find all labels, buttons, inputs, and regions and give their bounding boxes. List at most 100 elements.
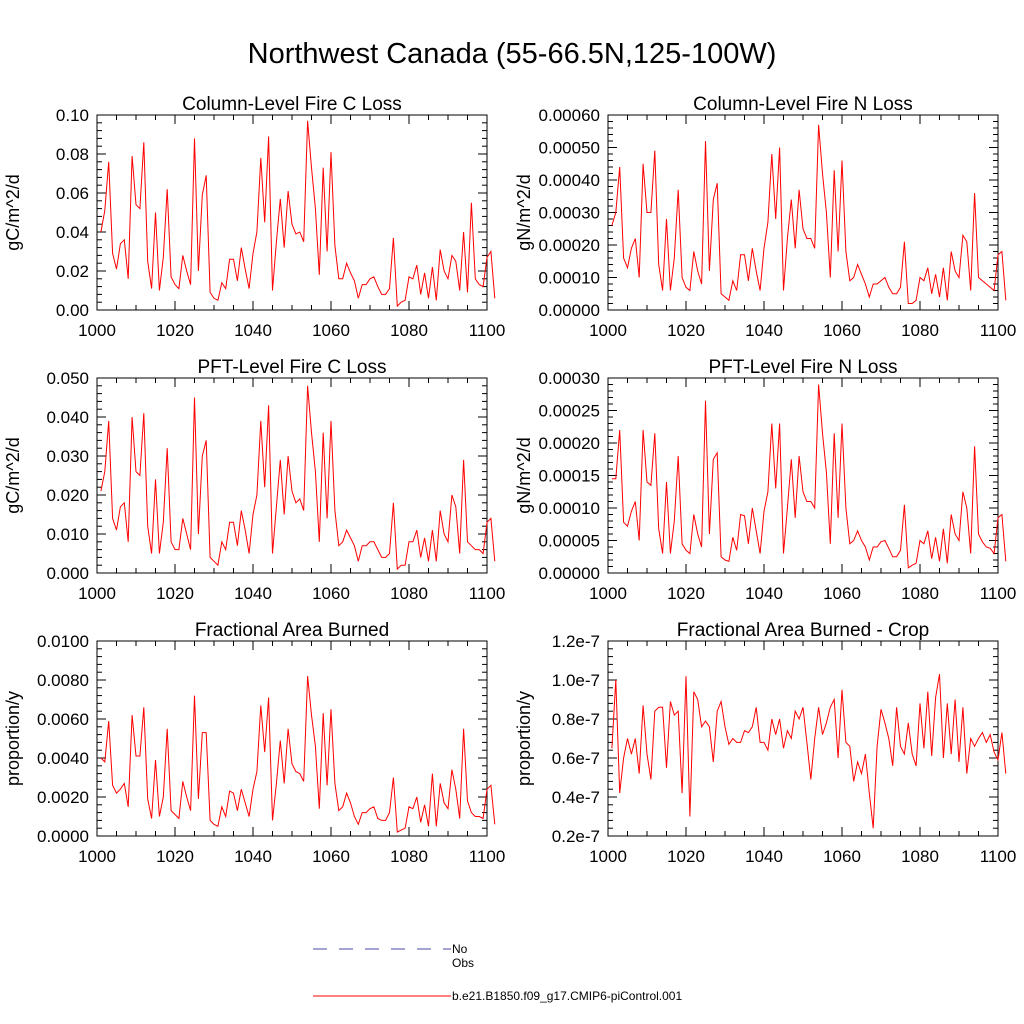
- panel-title: Column-Level Fire N Loss: [693, 94, 913, 115]
- x-tick-label: 1100: [469, 584, 506, 603]
- y-tick-label: 0.0060: [37, 710, 89, 729]
- series-line-model: [100, 385, 496, 571]
- x-tick-label: 1000: [78, 584, 116, 603]
- y-tick-label: 0.00010: [539, 269, 600, 288]
- plot-frame: [607, 114, 999, 311]
- y-tick-label: 0.2e-7: [552, 827, 600, 846]
- x-tick-label: 1100: [980, 321, 1017, 340]
- chart-panel-4: PFT-Level Fire N Loss gN/m^2/d 1000 1020 104…: [514, 357, 1016, 603]
- x-tick-label: 1020: [156, 584, 194, 603]
- y-axis-label: gC/m^2/d: [3, 174, 23, 250]
- series-line-model: [100, 676, 496, 833]
- x-tick-label: 1100: [980, 584, 1017, 603]
- legend-swatch-obs: [313, 948, 451, 950]
- x-tick-label: 1040: [234, 321, 272, 340]
- panel-title: Fractional Area Burned - Crop: [677, 620, 929, 641]
- series-line-model: [611, 124, 1007, 304]
- y-tick-label: 0.10: [56, 106, 89, 125]
- y-tick-label: 0.00: [56, 301, 89, 320]
- x-tick-label: 1000: [589, 321, 627, 340]
- x-tick-label: 1020: [667, 321, 705, 340]
- panel-title: PFT-Level Fire N Loss: [709, 357, 898, 378]
- x-tick-label: 1020: [667, 584, 705, 603]
- y-axis-label: proportion/y: [514, 691, 534, 786]
- y-tick-label: 1.0e-7: [552, 671, 600, 690]
- y-axis-label: proportion/y: [3, 691, 23, 786]
- y-tick-label: 0.00015: [539, 467, 600, 486]
- x-tick-label: 1060: [312, 847, 350, 866]
- y-tick-label: 0.06: [56, 184, 89, 203]
- y-tick-label: 0.000: [46, 564, 89, 583]
- y-tick-label: 0.0000: [37, 827, 89, 846]
- y-tick-label: 0.00050: [539, 139, 600, 158]
- y-tick-label: 0.00000: [539, 564, 600, 583]
- y-tick-label: 0.00030: [539, 204, 600, 223]
- x-tick-label: 1080: [901, 847, 939, 866]
- plot-frame: [96, 377, 488, 574]
- x-tick-label: 1100: [469, 847, 506, 866]
- figure-title: Northwest Canada (55-66.5N,125-100W): [247, 38, 777, 70]
- plot-frame: [607, 377, 999, 574]
- x-tick-label: 1040: [234, 584, 272, 603]
- x-tick-label: 1020: [156, 321, 194, 340]
- panel-title: Column-Level Fire C Loss: [182, 94, 402, 115]
- x-tick-label: 1020: [156, 847, 194, 866]
- x-tick-label: 1040: [745, 584, 783, 603]
- x-tick-label: 1100: [980, 847, 1017, 866]
- y-tick-label: 0.04: [56, 223, 89, 242]
- y-tick-label: 0.00030: [539, 369, 600, 388]
- chart-panel-2: Column-Level Fire N Loss gN/m^2/d 1000 1020…: [514, 94, 1016, 340]
- legend-swatch-model: [313, 995, 451, 997]
- series-line-model: [611, 384, 1007, 569]
- y-tick-label: 0.02: [56, 262, 89, 281]
- y-tick-label: 0.050: [46, 369, 89, 388]
- series-line-model: [100, 120, 496, 308]
- y-tick-label: 0.030: [46, 447, 89, 466]
- x-tick-label: 1080: [390, 584, 428, 603]
- y-axis-label: gN/m^2/d: [514, 174, 534, 250]
- x-tick-label: 1060: [312, 321, 350, 340]
- series-line-model: [611, 674, 1007, 829]
- chart-panel-5: Fractional Area Burned proportion/y 1000 10…: [3, 620, 505, 866]
- x-tick-label: 1080: [901, 321, 939, 340]
- x-tick-label: 1040: [234, 847, 272, 866]
- y-tick-label: 0.00020: [539, 434, 600, 453]
- x-tick-label: 1040: [745, 847, 783, 866]
- plot-frame: [96, 640, 488, 837]
- plot-frame: [607, 640, 999, 837]
- y-tick-label: 0.00000: [539, 301, 600, 320]
- y-tick-label: 0.8e-7: [552, 710, 600, 729]
- y-tick-label: 0.00025: [539, 402, 600, 421]
- x-tick-label: 1060: [823, 584, 861, 603]
- y-tick-label: 0.00005: [539, 532, 600, 551]
- x-tick-label: 1060: [823, 847, 861, 866]
- x-tick-label: 1000: [78, 847, 116, 866]
- y-tick-label: 0.0040: [37, 749, 89, 768]
- x-tick-label: 1060: [312, 584, 350, 603]
- y-tick-label: 0.6e-7: [552, 749, 600, 768]
- x-tick-label: 1080: [901, 584, 939, 603]
- y-tick-label: 0.020: [46, 486, 89, 505]
- chart-panel-3: PFT-Level Fire C Loss gC/m^2/d 1000 1020 104…: [3, 357, 505, 603]
- x-tick-label: 1000: [589, 847, 627, 866]
- y-tick-label: 0.0080: [37, 671, 89, 690]
- y-tick-label: 0.00040: [539, 171, 600, 190]
- x-tick-label: 1080: [390, 321, 428, 340]
- y-tick-label: 0.08: [56, 145, 89, 164]
- legend-label-obs: No Obs: [452, 942, 475, 970]
- y-tick-label: 0.00060: [539, 106, 600, 125]
- panel-title: Fractional Area Burned: [195, 620, 389, 641]
- y-tick-label: 0.4e-7: [552, 788, 600, 807]
- legend-label-model: b.e21.B1850.f09_g17.CMIP6-piControl.001: [452, 989, 683, 1003]
- chart-panel-1: Column-Level Fire C Loss gC/m^2/d 1000 1020…: [3, 94, 505, 340]
- x-tick-label: 1060: [823, 321, 861, 340]
- chart-panel-6: Fractional Area Burned - Crop proportion/…: [514, 620, 1016, 866]
- y-tick-label: 1.2e-7: [552, 632, 600, 651]
- y-tick-label: 0.00010: [539, 499, 600, 518]
- y-tick-label: 0.010: [46, 525, 89, 544]
- y-axis-label: gN/m^2/d: [514, 437, 534, 513]
- y-axis-label: gC/m^2/d: [3, 437, 23, 513]
- y-tick-label: 0.00020: [539, 236, 600, 255]
- x-tick-label: 1080: [390, 847, 428, 866]
